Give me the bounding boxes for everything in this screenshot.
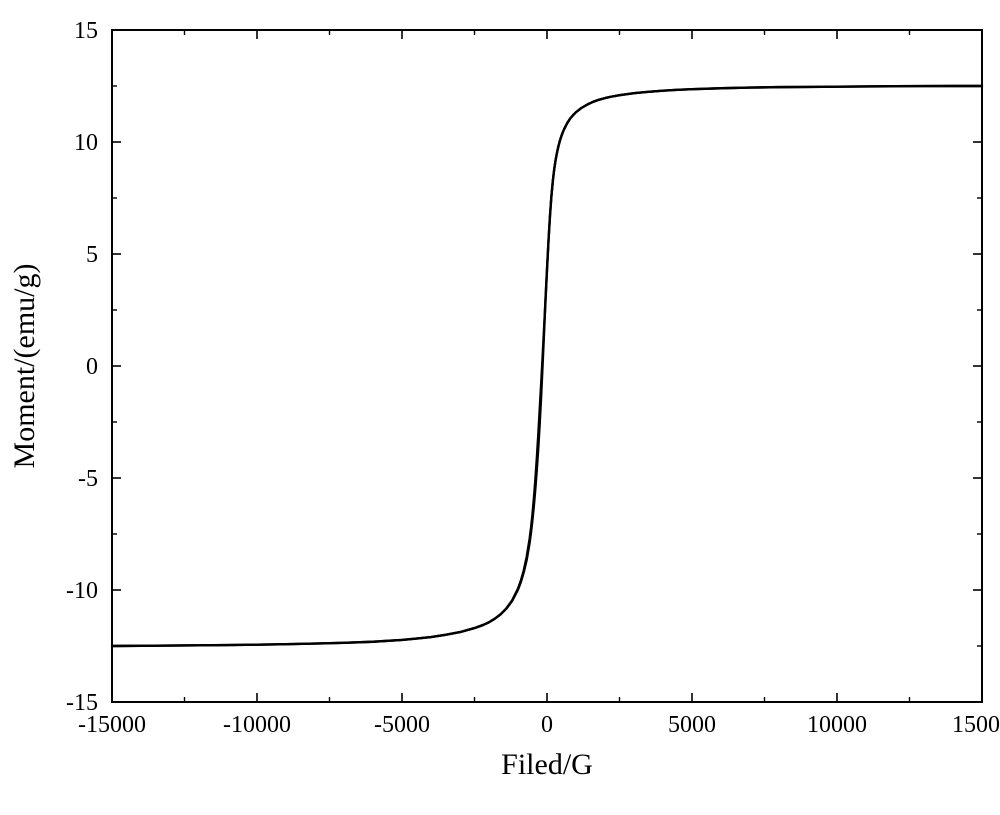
x-axis-label: Filed/G <box>501 748 593 781</box>
chart-svg: -15000-10000-5000050001000015000-15-10-5… <box>0 0 1000 815</box>
y-tick-label: 5 <box>86 242 98 268</box>
hysteresis-chart: -15000-10000-5000050001000015000-15-10-5… <box>0 0 1000 815</box>
y-tick-label: -10 <box>66 578 98 604</box>
plot-area <box>112 30 982 702</box>
x-tick-label: 15000 <box>952 712 1000 738</box>
y-tick-label: 0 <box>86 354 98 380</box>
x-tick-label: -10000 <box>223 712 291 738</box>
y-tick-label: 15 <box>74 18 98 44</box>
x-tick-label: 0 <box>541 712 553 738</box>
y-tick-label: -5 <box>78 466 98 492</box>
x-tick-label: -5000 <box>374 712 430 738</box>
y-axis-label: Moment/(emu/g) <box>8 264 41 469</box>
x-tick-label: 10000 <box>807 712 867 738</box>
y-tick-label: 10 <box>74 130 98 156</box>
y-tick-label: -15 <box>66 690 98 716</box>
x-tick-label: 5000 <box>668 712 716 738</box>
